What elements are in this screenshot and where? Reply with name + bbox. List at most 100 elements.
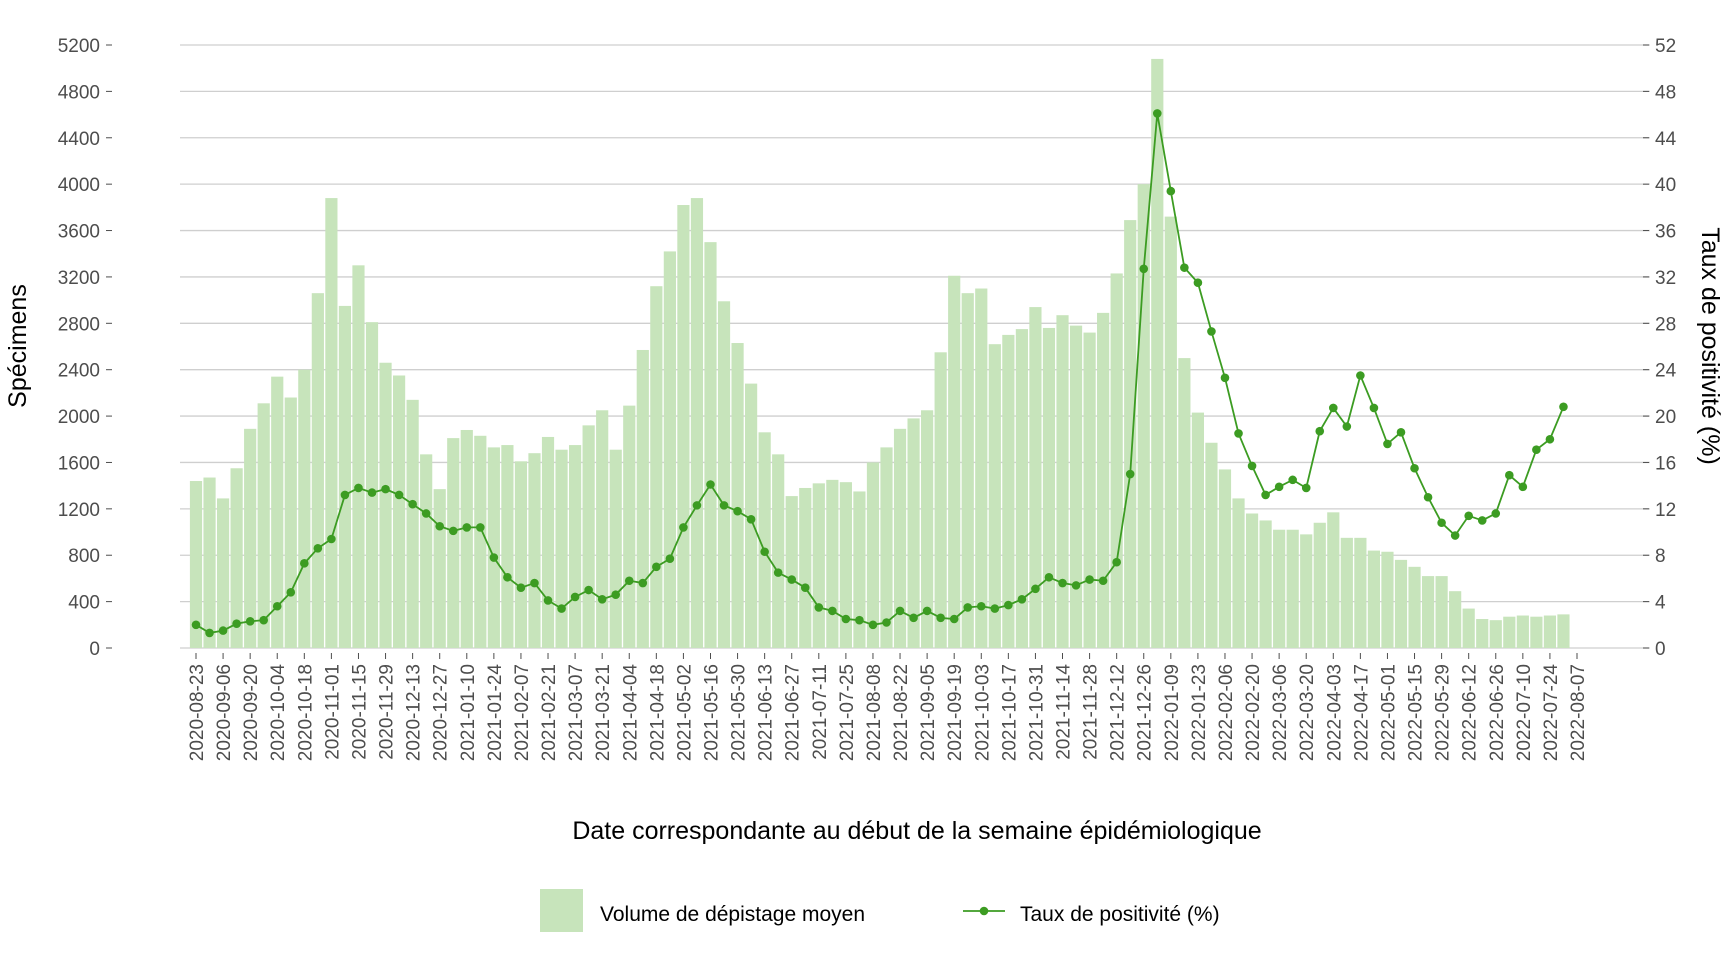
point [733, 506, 742, 516]
point [1261, 490, 1270, 500]
bar [433, 489, 446, 648]
bar [690, 198, 704, 649]
bar [1408, 566, 1421, 648]
bar [1151, 58, 1164, 648]
bar [1543, 615, 1557, 648]
point [570, 592, 580, 602]
point [976, 601, 986, 611]
point [1220, 373, 1230, 383]
bar [921, 410, 934, 648]
point [1125, 469, 1135, 479]
point [652, 562, 661, 572]
y2-tick-label: 52 [1655, 36, 1676, 57]
x-tick-label: 2020-11-01 [322, 664, 343, 760]
bar [1191, 412, 1204, 648]
point [1369, 403, 1379, 413]
point [476, 523, 485, 532]
y-tick-label: 3200 [58, 268, 100, 289]
point [516, 583, 526, 592]
point [1071, 581, 1081, 590]
point [990, 604, 1000, 613]
bar [1042, 327, 1056, 648]
point [855, 615, 864, 625]
bar [1300, 534, 1313, 648]
point [1301, 483, 1311, 493]
x-tick-label: 2021-03-07 [566, 664, 587, 761]
point [963, 603, 973, 612]
point [218, 626, 228, 635]
x-tick-label: 2021-08-22 [891, 664, 912, 761]
bar [1245, 513, 1259, 648]
y2-axis-title: Taux de positivité (%) [1696, 227, 1724, 465]
bar [1354, 537, 1367, 648]
bar [1218, 469, 1232, 648]
bar [311, 293, 324, 648]
point [367, 488, 377, 497]
x-tick-label: 2021-05-30 [729, 664, 750, 761]
point [1234, 429, 1243, 438]
bar [487, 447, 500, 648]
bar [1002, 334, 1015, 648]
bar [541, 436, 555, 648]
x-tick-label: 2022-01-23 [1189, 664, 1210, 761]
bar [1273, 529, 1286, 648]
point [1356, 371, 1365, 380]
bar [1110, 273, 1123, 648]
bar [501, 445, 514, 648]
x-tick-label: 2022-02-20 [1243, 664, 1264, 761]
y2-tick-label: 4 [1655, 593, 1666, 614]
point [435, 521, 445, 531]
bar [1259, 520, 1272, 648]
x-tick-label: 2021-04-18 [647, 664, 668, 761]
legend-label: Volume de dépistage moyen [600, 903, 865, 926]
bar [1164, 216, 1177, 648]
point [1410, 463, 1419, 473]
bar [189, 481, 203, 648]
y2-tick-label: 36 [1655, 222, 1676, 243]
y2-tick-label: 44 [1655, 129, 1677, 150]
point [286, 588, 296, 597]
x-tick-label: 2020-11-29 [377, 664, 398, 760]
point [1274, 482, 1284, 492]
x-tick-label: 2021-12-26 [1135, 664, 1156, 761]
point [530, 578, 539, 588]
x-tick-label: 2021-10-03 [972, 664, 993, 761]
legend-swatch [979, 906, 989, 916]
y-tick-label: 2800 [58, 314, 100, 335]
point [543, 596, 553, 605]
x-tick-label: 2021-07-25 [837, 664, 858, 761]
bar [704, 242, 717, 648]
bar [623, 405, 636, 648]
point [706, 480, 715, 489]
point [1342, 422, 1352, 431]
bar [880, 447, 893, 648]
point [1152, 109, 1162, 118]
bar [406, 399, 419, 648]
point [1085, 575, 1094, 584]
y2-tick-label: 12 [1655, 500, 1676, 521]
point [1477, 516, 1487, 525]
y2-tick-label: 32 [1655, 268, 1676, 289]
y2-tick-label: 40 [1655, 175, 1676, 196]
x-tick-label: 2021-10-31 [1026, 664, 1047, 761]
x-axis-title: Date correspondante au début de la semai… [572, 817, 1261, 845]
y-tick-label: 4000 [58, 175, 100, 196]
bar [474, 435, 487, 648]
point [882, 618, 891, 627]
y2-tick-label: 20 [1655, 407, 1676, 428]
x-tick-label: 2021-05-02 [674, 664, 695, 761]
point [1532, 445, 1541, 455]
point [1193, 278, 1203, 288]
point [1112, 557, 1121, 567]
bar [420, 454, 433, 648]
y2-tick-label: 0 [1655, 639, 1666, 660]
point [557, 604, 566, 613]
point [421, 509, 431, 518]
bar [1340, 537, 1353, 648]
point [1450, 531, 1460, 540]
bar [1421, 576, 1435, 648]
bar [1462, 608, 1475, 648]
bar [555, 449, 568, 648]
point [746, 514, 756, 524]
point [624, 576, 634, 586]
